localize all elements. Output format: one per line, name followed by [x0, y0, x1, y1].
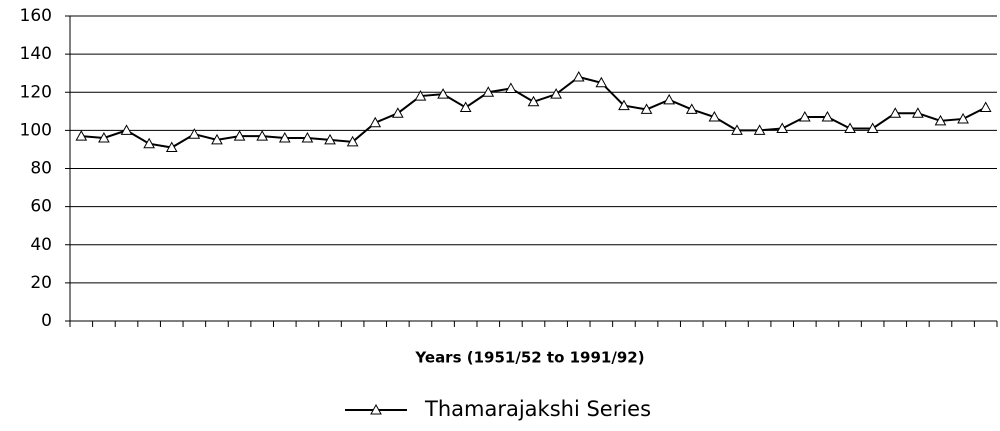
marker [482, 86, 495, 97]
y-tick-label: 40 [30, 235, 52, 255]
legend-label: Thamarajakshi Series [424, 397, 651, 421]
y-tick-label: 20 [30, 273, 52, 293]
marker [912, 107, 924, 118]
y-tick-label: 140 [20, 44, 52, 64]
marker [776, 122, 789, 133]
marker [165, 141, 178, 153]
marker [278, 131, 291, 143]
marker [459, 101, 472, 112]
marker [120, 124, 133, 135]
y-tick-label: 160 [20, 6, 52, 26]
y-tick-label: 120 [20, 82, 52, 102]
y-tick-label: 100 [20, 120, 52, 140]
marker [98, 131, 110, 143]
marker [889, 107, 902, 118]
marker [618, 99, 630, 111]
marker [595, 76, 608, 88]
marker [346, 135, 359, 147]
marker [527, 95, 540, 107]
marker [391, 107, 404, 118]
marker [821, 111, 834, 122]
y-tick-label: 80 [30, 159, 52, 179]
marker [685, 103, 698, 114]
marker [505, 82, 517, 93]
marker [663, 93, 676, 105]
marker [572, 70, 585, 82]
marker [979, 101, 992, 112]
marker [369, 116, 382, 128]
y-tick-label: 0 [41, 311, 52, 331]
marker [866, 122, 879, 133]
marker [844, 122, 856, 133]
marker [731, 124, 743, 135]
legend-marker [370, 403, 382, 415]
marker [798, 111, 811, 122]
marker [143, 137, 155, 149]
marker [414, 90, 427, 101]
marker [640, 103, 653, 114]
marker [211, 133, 223, 145]
marker [934, 114, 947, 126]
marker [753, 124, 766, 135]
x-axis-label: Years (1951/52 to 1991/92) [414, 349, 644, 367]
y-tick-label: 60 [30, 197, 52, 217]
marker [550, 88, 562, 99]
marker [437, 88, 449, 99]
marker [75, 130, 88, 141]
marker [188, 128, 201, 139]
marker [233, 130, 246, 141]
marker [256, 130, 269, 141]
marker [957, 112, 969, 124]
marker [324, 133, 336, 145]
marker [301, 131, 314, 143]
marker [708, 111, 721, 122]
